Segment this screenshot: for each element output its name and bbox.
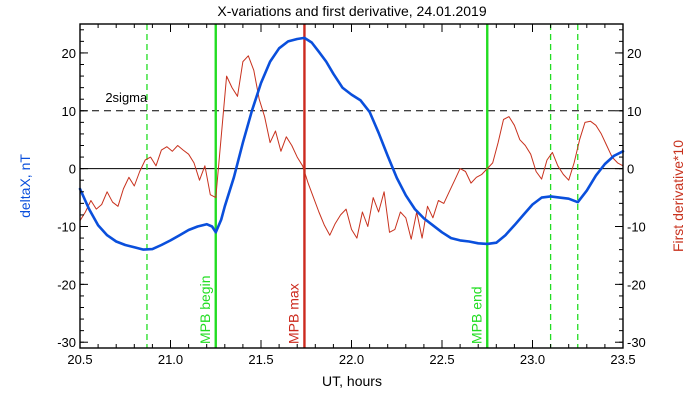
- plot-area: MPB begin MPB max MPB end: [78, 24, 625, 348]
- y-tick-label-left-4: 10: [62, 104, 76, 119]
- y-tick-label-right-3: 0: [627, 162, 634, 177]
- vertical-marker-label-3: MPB end: [468, 286, 484, 344]
- series-deltax-line: [78, 36, 625, 251]
- y-tick-label-right-2: -10: [627, 220, 646, 235]
- plot-frame: [79, 23, 624, 349]
- x-tick-label-3: 22.0: [339, 352, 364, 367]
- vertical-marker-label-1: MPB begin: [197, 276, 213, 344]
- x-tick-label-2: 21.5: [248, 352, 273, 367]
- chart-title: X-variations and first derivative, 24.01…: [217, 3, 486, 19]
- y-tick-label-left-2: -10: [57, 220, 76, 235]
- y-tick-label-left-0: -30: [57, 335, 76, 350]
- y-tick-label-right-5: 20: [627, 46, 641, 61]
- x-tick-label-4: 22.5: [429, 352, 454, 367]
- series-derivative-line: [79, 55, 624, 240]
- x-axis: 20.5 21.0 21.5 22.0 22.5 23.0 23.5: [67, 24, 636, 367]
- y-tick-label-left-5: 20: [62, 46, 76, 61]
- x-axis-title: UT, hours: [322, 373, 382, 389]
- y-axis-title-right: First derivative*10: [670, 140, 686, 252]
- y-tick-label-right-4: 10: [627, 104, 641, 119]
- y-tick-label-right-1: -20: [627, 277, 646, 292]
- x-tick-label-5: 23.0: [520, 352, 545, 367]
- threshold-label: 2sigma: [105, 90, 148, 105]
- y-tick-label-right-0: -30: [627, 335, 646, 350]
- y-axis-right: -30 -20 -10 0 10 20: [615, 29, 646, 350]
- y-tick-label-left-3: 0: [69, 162, 76, 177]
- y-axis-left: -30 -20 -10 0 10 20: [57, 29, 88, 350]
- x-tick-label-0: 20.5: [67, 352, 92, 367]
- y-tick-label-left-1: -20: [57, 277, 76, 292]
- y-axis-title-left: deltaX, nT: [17, 154, 33, 218]
- x-tick-label-6: 23.5: [610, 352, 635, 367]
- x-tick-label-1: 21.0: [158, 352, 183, 367]
- vertical-marker-label-2: MPB max: [285, 283, 301, 344]
